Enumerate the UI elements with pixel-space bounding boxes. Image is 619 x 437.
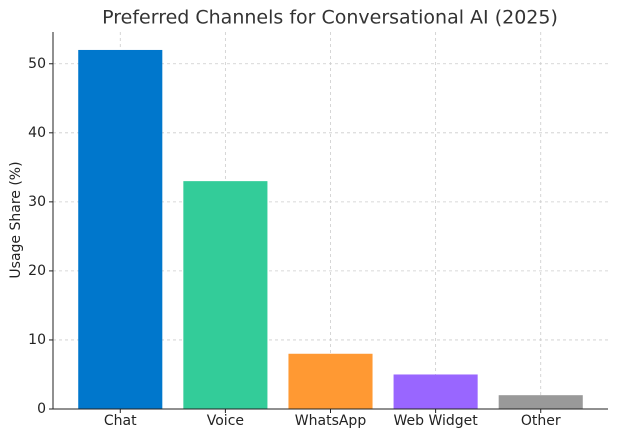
x-tick-label: Other (521, 413, 561, 429)
x-tick-label: Chat (104, 413, 137, 429)
bar (78, 49, 163, 409)
y-tick-label: 20 (28, 263, 46, 279)
x-tick-label: Voice (207, 413, 244, 429)
chart-title: Preferred Channels for Conversational AI… (102, 7, 558, 29)
x-tick-label: WhatsApp (295, 413, 367, 429)
bar (288, 353, 373, 409)
y-tick-label: 0 (37, 401, 46, 417)
x-tick-label: Web Widget (393, 413, 478, 429)
bar (183, 181, 268, 409)
y-tick-label: 30 (28, 194, 46, 210)
y-tick-label: 10 (28, 332, 46, 348)
y-axis-label: Usage Share (%) (8, 161, 24, 278)
y-tick-label: 50 (28, 56, 46, 72)
bar (498, 395, 583, 409)
y-tick-label: 40 (28, 125, 46, 141)
bar (393, 374, 478, 409)
